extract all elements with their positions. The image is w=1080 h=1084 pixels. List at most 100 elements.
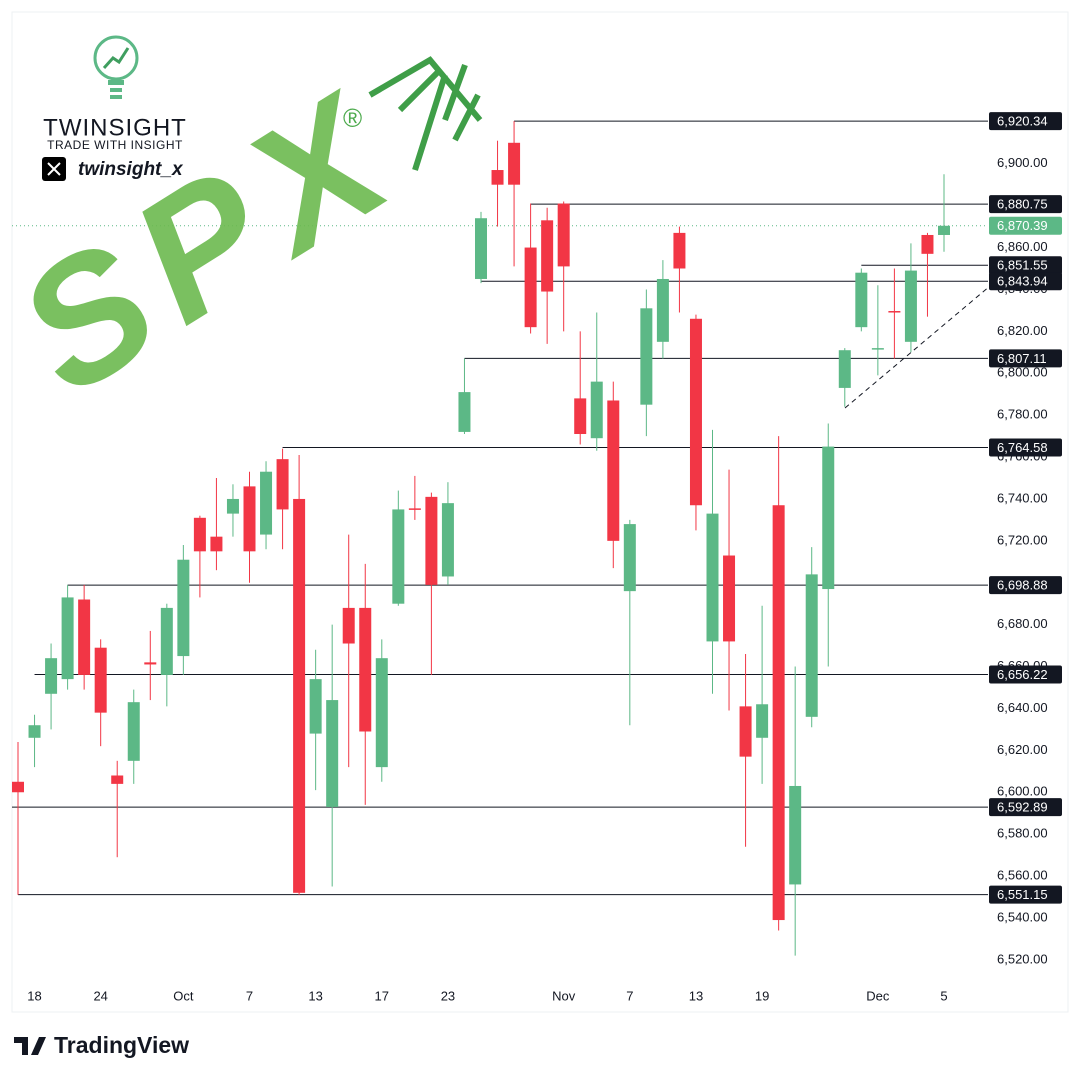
candle-body bbox=[193, 517, 206, 552]
level-label: 6,851.55 bbox=[997, 258, 1048, 273]
x-tick-label: 23 bbox=[441, 988, 455, 1003]
candle-body bbox=[689, 318, 702, 506]
candle-body bbox=[938, 225, 950, 235]
last-price-label: 6,870.39 bbox=[997, 218, 1048, 233]
level-label: 6,843.94 bbox=[997, 274, 1048, 289]
platform-name: TradingView bbox=[54, 1032, 189, 1058]
candle-body bbox=[61, 597, 74, 680]
candle-body bbox=[94, 647, 107, 713]
candle-body bbox=[723, 555, 736, 642]
logo-bulb-base bbox=[108, 80, 124, 85]
logo: TWINSIGHT TRADE WITH INSIGHT twinsight_x bbox=[42, 35, 187, 181]
candle-body bbox=[855, 272, 868, 328]
candle-body bbox=[541, 220, 554, 292]
candle-body bbox=[243, 486, 256, 552]
y-tick-label: 6,520.00 bbox=[997, 951, 1048, 966]
candle-body bbox=[756, 704, 769, 738]
candle-body bbox=[111, 775, 124, 784]
x-tick-label: Nov bbox=[552, 988, 576, 1003]
x-tick-label: 13 bbox=[689, 988, 703, 1003]
level-label-box bbox=[989, 195, 1062, 214]
level-label-box bbox=[989, 576, 1062, 595]
candle-body bbox=[739, 706, 752, 757]
x-tick-label: 18 bbox=[27, 988, 41, 1003]
x-tick-label: 24 bbox=[93, 988, 107, 1003]
candle-body bbox=[309, 679, 322, 734]
candle-body bbox=[458, 392, 471, 432]
candle-body bbox=[359, 607, 372, 732]
candle-body bbox=[838, 350, 851, 388]
y-tick-label: 6,640.00 bbox=[997, 700, 1048, 715]
candle-body bbox=[408, 508, 421, 510]
level-label: 6,880.75 bbox=[997, 197, 1048, 212]
candle-body bbox=[656, 278, 669, 342]
candle-body bbox=[326, 700, 339, 807]
level-label: 6,807.11 bbox=[997, 351, 1047, 366]
candle-body bbox=[607, 400, 620, 541]
trend-line bbox=[844, 285, 991, 409]
level-label-box bbox=[989, 665, 1062, 684]
x-tick-label: Dec bbox=[866, 988, 890, 1003]
y-tick-label: 6,720.00 bbox=[997, 532, 1048, 547]
bull-graphic bbox=[368, 56, 483, 171]
footer: TradingView bbox=[14, 1032, 189, 1058]
level-label-box bbox=[989, 438, 1062, 457]
candle-body bbox=[590, 381, 603, 439]
candle-body bbox=[45, 658, 58, 694]
candle-body bbox=[805, 574, 818, 717]
candle-body bbox=[491, 170, 504, 185]
logo-bulb bbox=[93, 35, 139, 81]
x-tick-label: 7 bbox=[626, 988, 633, 1003]
candle-body bbox=[475, 218, 487, 279]
y-tick-label: 6,620.00 bbox=[997, 742, 1048, 757]
x-tick-label: 17 bbox=[375, 988, 389, 1003]
candle-body bbox=[260, 471, 273, 535]
candle-body bbox=[574, 398, 587, 435]
candle-body bbox=[12, 781, 24, 793]
level-label-box bbox=[989, 885, 1062, 904]
candle-body bbox=[706, 513, 719, 642]
y-tick-label: 6,860.00 bbox=[997, 239, 1048, 254]
level-label-box bbox=[989, 798, 1062, 817]
bull-strokes bbox=[368, 56, 483, 171]
y-tick-label: 6,560.00 bbox=[997, 867, 1048, 882]
level-label: 6,698.88 bbox=[997, 578, 1048, 593]
level-label-box bbox=[989, 272, 1062, 291]
candle-body bbox=[425, 496, 438, 585]
candle-body bbox=[392, 509, 405, 604]
level-label: 6,592.89 bbox=[997, 800, 1048, 815]
logo-bulb-base bbox=[110, 88, 122, 92]
y-tick-label: 6,740.00 bbox=[997, 490, 1048, 505]
candle-body bbox=[127, 702, 140, 761]
registered-mark: ® bbox=[343, 103, 362, 133]
y-tick-label: 6,820.00 bbox=[997, 323, 1048, 338]
logo-name: TWINSIGHT bbox=[43, 114, 187, 141]
x-icon-glyph bbox=[47, 162, 61, 176]
candle-body bbox=[772, 505, 785, 921]
y-tick-label: 6,900.00 bbox=[997, 155, 1048, 170]
y-tick-label: 6,600.00 bbox=[997, 784, 1048, 799]
logo-arrow bbox=[102, 47, 130, 70]
logo-bulb-base bbox=[110, 95, 122, 99]
last-price-box bbox=[989, 216, 1062, 235]
candle-body bbox=[293, 498, 306, 893]
candle-body bbox=[177, 559, 190, 657]
level-label-box bbox=[989, 112, 1062, 131]
candle-body bbox=[226, 498, 239, 514]
candle-body bbox=[623, 524, 636, 592]
logo-tagline: TRADE WITH INSIGHT bbox=[47, 138, 183, 152]
candle-body bbox=[921, 234, 934, 254]
chart-frame bbox=[11, 11, 1069, 1013]
candle-body bbox=[822, 446, 835, 590]
candle-body bbox=[375, 658, 388, 768]
candle-body bbox=[441, 503, 454, 577]
candle-body bbox=[888, 311, 901, 313]
candle-body bbox=[524, 247, 537, 328]
candle-body bbox=[210, 536, 223, 552]
tv-logo bbox=[14, 1037, 46, 1055]
candle-body bbox=[276, 459, 289, 510]
level-label: 6,764.58 bbox=[997, 440, 1048, 455]
